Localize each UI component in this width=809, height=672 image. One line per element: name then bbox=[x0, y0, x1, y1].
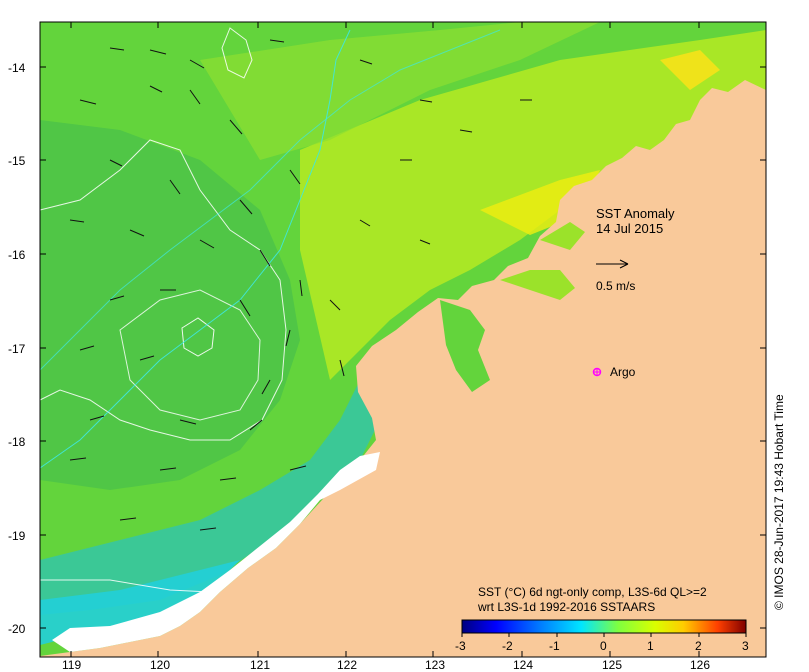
color-legend: SST (°C) 6d ngt-only comp, L3S-6d QL>=2 … bbox=[455, 585, 749, 653]
lat-tick-label: -16 bbox=[8, 248, 26, 262]
lon-tick-label: 122 bbox=[337, 658, 357, 672]
legend-tick-label: 2 bbox=[695, 639, 702, 653]
legend-colorbar bbox=[461, 619, 747, 634]
lon-axis: 119 120 121 122 123 124 125 126 bbox=[62, 22, 710, 672]
legend-line1: SST (°C) 6d ngt-only comp, L3S-6d QL>=2 bbox=[478, 585, 707, 599]
lat-axis: -14 -15 -16 -17 -18 -19 -20 bbox=[8, 61, 766, 636]
lat-tick-label: -15 bbox=[8, 154, 26, 168]
lat-tick-label: -20 bbox=[8, 622, 26, 636]
lat-tick-label: -17 bbox=[8, 342, 26, 356]
map-title: SST Anomaly bbox=[596, 206, 675, 221]
legend-tick-label: 1 bbox=[647, 639, 654, 653]
lat-tick-label: -18 bbox=[8, 435, 26, 449]
map-frame bbox=[39, 21, 767, 658]
lon-tick-label: 126 bbox=[690, 658, 710, 672]
legend-tick-label: -1 bbox=[549, 639, 560, 653]
scale-arrow-label: 0.5 m/s bbox=[596, 279, 635, 293]
lon-tick-label: 121 bbox=[250, 658, 270, 672]
lon-tick-label: 120 bbox=[150, 658, 170, 672]
legend-tick-label: -2 bbox=[502, 639, 513, 653]
land bbox=[40, 80, 766, 657]
legend-tick-label: 3 bbox=[742, 639, 749, 653]
legend-tick-label: 0 bbox=[600, 639, 607, 653]
legend-line2: wrt L3S-1d 1992-2016 SSTAARS bbox=[477, 600, 655, 614]
lat-tick-label: -14 bbox=[8, 61, 26, 75]
map-date: 14 Jul 2015 bbox=[596, 221, 663, 236]
legend-tick-label: -3 bbox=[455, 639, 466, 653]
lat-tick-label: -19 bbox=[8, 529, 26, 543]
lon-tick-label: 123 bbox=[425, 658, 445, 672]
argo-label: Argo bbox=[610, 365, 636, 379]
lon-tick-label: 125 bbox=[602, 658, 622, 672]
imos-credit: © IMOS 28-Jun-2017 19:43 Hobart Time bbox=[772, 394, 786, 610]
sla-contours bbox=[39, 27, 501, 593]
current-vectors bbox=[69, 39, 532, 531]
scale-arrow: 0.5 m/s bbox=[596, 259, 635, 293]
coastal-mask bbox=[52, 452, 380, 652]
lon-tick-label: 124 bbox=[513, 658, 533, 672]
lon-tick-label: 119 bbox=[62, 658, 81, 672]
argo-marker: Argo bbox=[592, 365, 636, 379]
